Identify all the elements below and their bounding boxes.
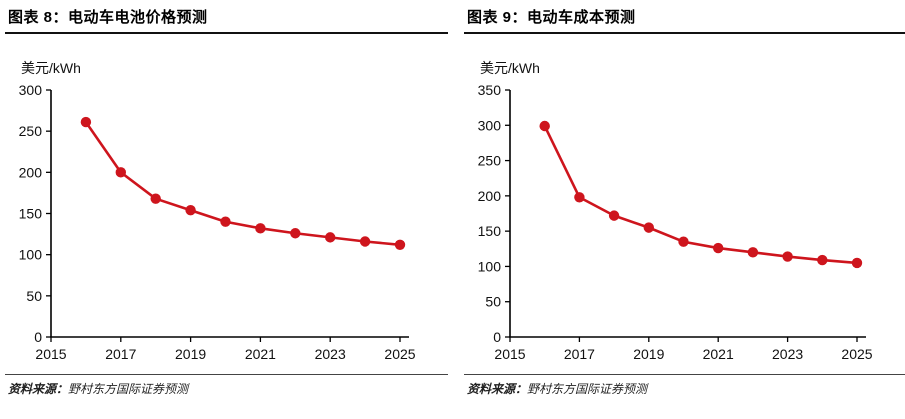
source-text: 野村东方国际证券预测 bbox=[527, 382, 648, 396]
data-point bbox=[290, 228, 301, 239]
data-point bbox=[394, 239, 406, 250]
y-tick-label: 100 bbox=[478, 258, 502, 274]
y-tick-label: 0 bbox=[34, 329, 42, 345]
data-line bbox=[543, 125, 858, 265]
x-tick-label: 2019 bbox=[633, 346, 664, 362]
data-point bbox=[608, 210, 620, 221]
y-tick-label: 200 bbox=[19, 164, 43, 180]
x-tick-label: 2023 bbox=[772, 346, 803, 362]
data-point bbox=[782, 251, 793, 262]
chart-title: 图表 8：电动车电池价格预测 bbox=[8, 9, 208, 26]
battery-price-line-chart: 0 50 100 150 200 250 300 2015 2017 2019 2021 2023 20… bbox=[19, 82, 416, 362]
data-point bbox=[539, 120, 550, 132]
y-tick-label: 250 bbox=[19, 123, 43, 139]
y-tick-label: 50 bbox=[485, 294, 501, 310]
y-axis-unit-label: 美元/kWh bbox=[21, 60, 81, 76]
x-tick-label: 2025 bbox=[841, 346, 872, 362]
y-tick-label: 350 bbox=[478, 82, 502, 98]
source-divider bbox=[464, 374, 905, 375]
source-divider bbox=[5, 374, 448, 375]
data-point bbox=[255, 223, 266, 234]
data-point bbox=[80, 116, 92, 128]
title-divider bbox=[464, 32, 905, 34]
x-tick-label: 2021 bbox=[703, 346, 734, 362]
source-note: 资料来源：野村东方国际证券预测 bbox=[467, 380, 647, 397]
y-tick-label: 50 bbox=[26, 288, 42, 304]
x-tick-label: 2025 bbox=[384, 346, 415, 362]
data-line bbox=[84, 121, 401, 247]
data-point bbox=[713, 242, 724, 254]
data-point bbox=[150, 193, 161, 204]
chart-title: 图表 9：电动车成本预测 bbox=[467, 9, 636, 26]
x-tick-label: 2015 bbox=[35, 346, 66, 362]
y-tick-label: 100 bbox=[19, 247, 43, 263]
data-point bbox=[185, 205, 196, 216]
title-divider bbox=[5, 32, 448, 34]
x-tick-label: 2017 bbox=[105, 346, 136, 362]
data-point bbox=[851, 257, 863, 269]
data-point bbox=[359, 236, 371, 247]
y-tick-label: 300 bbox=[478, 117, 502, 133]
source-note: 资料来源：野村东方国际证券预测 bbox=[8, 380, 188, 397]
data-point bbox=[747, 247, 759, 258]
y-tick-label: 150 bbox=[19, 206, 43, 222]
y-tick-label: 300 bbox=[19, 82, 43, 98]
data-point bbox=[220, 216, 231, 227]
y-tick-label: 200 bbox=[478, 188, 502, 204]
data-point bbox=[817, 254, 828, 266]
data-point bbox=[574, 192, 585, 203]
y-tick-label: 150 bbox=[478, 223, 502, 239]
y-tick-label: 250 bbox=[478, 153, 502, 169]
x-tick-label: 2017 bbox=[564, 346, 595, 362]
x-tick-label: 2023 bbox=[315, 346, 346, 362]
x-tick-label: 2015 bbox=[494, 346, 525, 362]
ev-cost-line-chart: 0 50 100 150 200 250 300 350 2015 2017 2019 2021 202… bbox=[478, 82, 873, 362]
y-axis-unit-label: 美元/kWh bbox=[480, 60, 540, 76]
data-point bbox=[115, 167, 127, 178]
source-label: 资料来源： bbox=[467, 382, 528, 396]
data-point bbox=[325, 232, 336, 243]
source-text: 野村东方国际证券预测 bbox=[68, 382, 189, 396]
source-label: 资料来源： bbox=[8, 382, 69, 396]
y-tick-label: 0 bbox=[493, 329, 501, 345]
data-point bbox=[643, 222, 654, 233]
x-tick-label: 2021 bbox=[245, 346, 276, 362]
x-tick-label: 2019 bbox=[175, 346, 206, 362]
data-point bbox=[678, 236, 689, 247]
